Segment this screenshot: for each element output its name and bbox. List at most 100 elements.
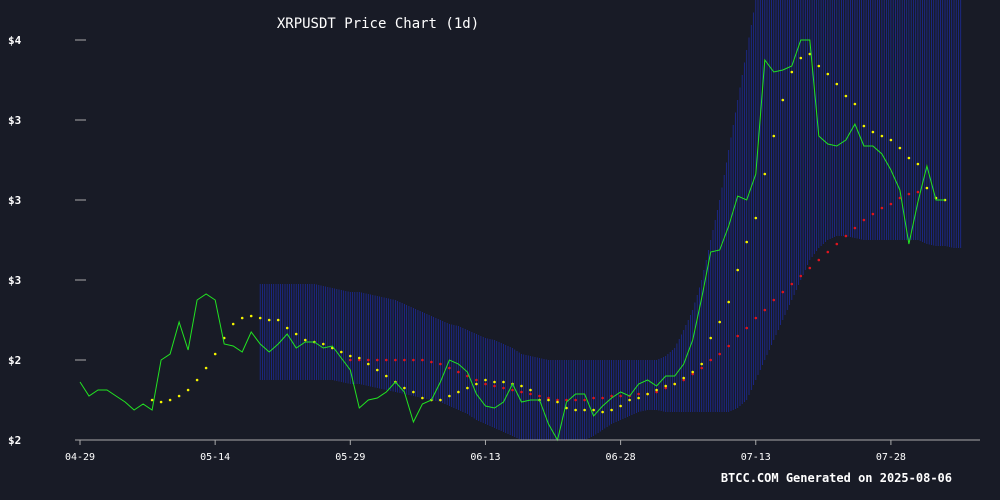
ma-short-point	[754, 216, 758, 220]
ma-long-point	[592, 396, 595, 400]
ma-short-point	[592, 408, 595, 412]
ma-short-point	[195, 378, 199, 382]
ma-long-point	[547, 396, 550, 400]
ma-short-point	[421, 396, 424, 400]
y-tick-label: $3	[8, 274, 21, 287]
ma-long-point	[799, 274, 803, 278]
ma-short-point	[880, 134, 884, 138]
x-tick-label: 07-28	[876, 452, 906, 463]
ma-long-point	[403, 358, 406, 362]
ma-short-point	[340, 350, 343, 354]
ma-short-point	[285, 326, 289, 330]
y-tick-label: $3	[8, 114, 21, 127]
ma-short-point	[267, 318, 271, 322]
ma-short-point	[628, 398, 631, 402]
ma-long-point	[637, 392, 640, 396]
ma-short-point	[763, 172, 767, 176]
ma-long-point	[862, 218, 866, 222]
ma-long-point	[826, 250, 830, 254]
ma-short-point	[204, 366, 208, 370]
ma-long-point	[835, 242, 839, 246]
ma-short-point	[466, 386, 469, 390]
ma-short-point	[862, 124, 866, 128]
ma-short-point	[691, 370, 694, 374]
ma-short-point	[276, 318, 280, 322]
ma-long-point	[763, 308, 767, 312]
ma-long-point	[421, 358, 424, 362]
ma-long-point	[349, 358, 352, 362]
ma-short-point	[448, 394, 451, 398]
ma-long-point	[556, 398, 559, 402]
ma-short-point	[249, 314, 253, 318]
ma-long-point	[367, 358, 370, 362]
ma-long-point	[376, 358, 379, 362]
ma-short-dots	[150, 52, 947, 414]
ma-short-point	[385, 374, 388, 378]
ma-long-point	[790, 282, 794, 286]
ma-short-point	[168, 398, 172, 402]
axes: 04-29 05-14 05-29 06-13 06-28 07-13 07-28 $2 $2 $…	[8, 34, 980, 463]
ma-short-point	[790, 70, 794, 74]
ma-short-point	[808, 52, 812, 56]
x-tick-label: 06-13	[470, 452, 500, 463]
ma-short-point	[673, 382, 676, 386]
ma-short-point	[925, 186, 929, 190]
x-tick-label: 07-13	[741, 452, 771, 463]
ma-long-point	[412, 358, 415, 362]
ma-short-point	[799, 56, 803, 60]
ma-long-point	[907, 192, 911, 196]
x-tick-label: 06-28	[606, 452, 636, 463]
ma-short-point	[646, 392, 649, 396]
ma-short-point	[556, 400, 559, 404]
ma-long-point	[484, 382, 487, 386]
ma-short-point	[853, 102, 857, 106]
ma-short-point	[304, 338, 307, 342]
ma-short-point	[736, 268, 739, 272]
ma-long-point	[466, 374, 469, 378]
ma-short-point	[907, 156, 911, 160]
ma-long-point	[691, 372, 694, 376]
ma-short-point	[457, 390, 460, 394]
ma-short-point	[565, 406, 568, 410]
band-stripes	[259, 0, 962, 440]
ma-long-point	[664, 386, 667, 390]
ma-short-point	[376, 368, 379, 372]
ma-short-point	[294, 332, 298, 336]
ma-long-point	[772, 298, 776, 302]
ma-short-point	[322, 342, 325, 346]
ma-long-point	[700, 366, 703, 370]
ma-short-point	[835, 82, 839, 86]
ma-long-point	[682, 378, 685, 382]
ma-short-point	[213, 352, 217, 356]
ma-long-point	[394, 358, 397, 362]
ma-short-point	[358, 356, 361, 360]
ma-long-point	[574, 398, 577, 402]
ma-long-point	[844, 234, 848, 238]
ma-short-point	[826, 72, 830, 76]
ma-short-point	[240, 316, 244, 320]
ma-short-point	[916, 162, 920, 166]
ma-short-point	[529, 388, 532, 392]
ma-long-point	[520, 390, 523, 394]
ma-short-point	[601, 410, 604, 414]
ma-long-point	[889, 202, 893, 206]
ma-short-point	[700, 362, 703, 366]
ma-long-point	[871, 212, 875, 216]
ma-long-point	[493, 384, 496, 388]
ma-short-point	[637, 396, 640, 400]
ma-short-point	[159, 400, 163, 404]
ma-long-point	[916, 190, 920, 194]
ma-short-point	[727, 300, 730, 304]
ma-long-point	[583, 398, 586, 402]
ma-long-point	[781, 290, 785, 294]
ma-long-point	[529, 392, 532, 396]
ma-short-point	[655, 388, 658, 392]
ma-short-point	[547, 398, 550, 402]
ma-short-point	[871, 130, 875, 134]
ma-long-point	[457, 370, 460, 374]
chart-title: XRPUSDT Price Chart (1d)	[277, 16, 479, 32]
ma-long-point	[439, 362, 442, 366]
ma-long-point	[601, 396, 604, 400]
ma-long-point	[619, 394, 622, 398]
